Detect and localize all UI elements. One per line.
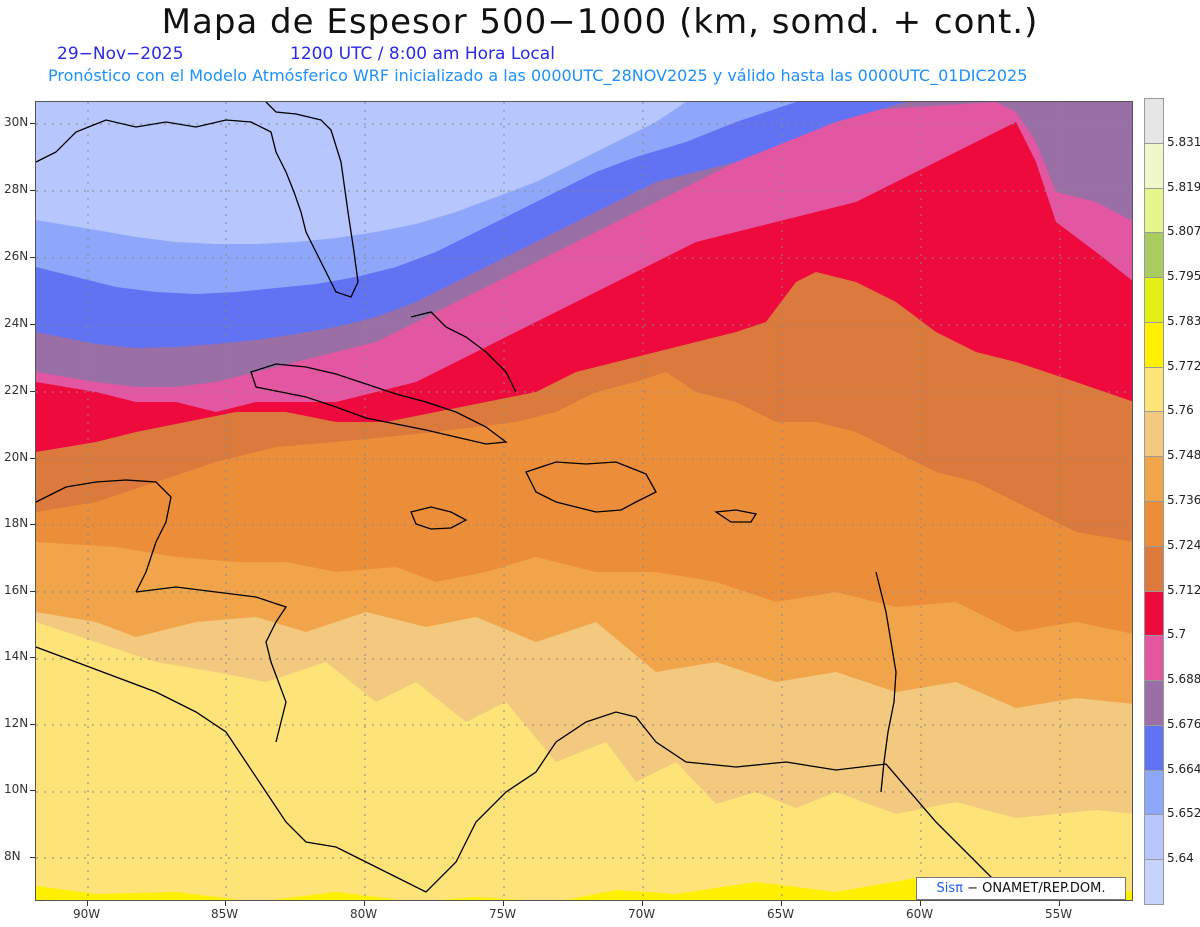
colorbar-label: 5.76	[1167, 403, 1194, 418]
lat-label: 30N	[4, 115, 29, 129]
lat-tick	[30, 190, 35, 191]
lat-label: 8N	[4, 849, 21, 863]
colorbar-label: 5.664	[1167, 761, 1200, 776]
yucatan-coast	[36, 479, 172, 593]
colorbar-cell	[1144, 411, 1164, 458]
lesser-antilles	[875, 571, 897, 793]
colorbar-label: 5.724	[1167, 537, 1200, 552]
colorbar-label: 5.676	[1167, 716, 1200, 731]
lat-tick	[30, 857, 35, 858]
lat-label: 28N	[4, 182, 29, 196]
lon-tick	[781, 901, 782, 906]
central-america-coast	[36, 646, 427, 893]
lon-label: 90W	[73, 907, 101, 921]
lon-tick	[364, 901, 365, 906]
colorbar-cell	[1144, 724, 1164, 771]
lon-label: 60W	[906, 907, 934, 921]
sispi-logo: Sisπ	[936, 881, 963, 896]
thickness-map[interactable]	[35, 101, 1133, 901]
puerto-rico-coast	[714, 509, 758, 523]
bahamas	[410, 311, 517, 393]
lon-tick	[642, 901, 643, 906]
lat-tick	[30, 123, 35, 124]
lon-tick	[503, 901, 504, 906]
lat-label: 20N	[4, 450, 29, 464]
lat-tick	[30, 257, 35, 258]
colorbar-label: 5.7	[1167, 627, 1187, 642]
colorbar-label: 5.807	[1167, 224, 1200, 239]
cuba-coast	[250, 363, 508, 445]
lon-label: 70W	[628, 907, 656, 921]
coastlines	[36, 102, 1015, 900]
lon-tick	[920, 901, 921, 906]
colorbar-cell	[1144, 232, 1164, 279]
lat-tick	[30, 591, 35, 592]
colorbar-label: 5.772	[1167, 358, 1200, 373]
lon-label: 75W	[489, 907, 517, 921]
south-america-coast	[425, 711, 1015, 900]
map-canvas	[36, 102, 1132, 900]
lat-label: 16N	[4, 583, 29, 597]
colorbar-label: 5.831	[1167, 134, 1200, 149]
lat-tick	[30, 790, 35, 791]
colorbar-cell	[1144, 456, 1164, 502]
colorbar-label: 5.712	[1167, 582, 1200, 597]
lon-tick	[1059, 901, 1060, 906]
colorbar-label: 5.783	[1167, 313, 1200, 328]
colorbar-label: 5.748	[1167, 448, 1200, 463]
colorbar-cell	[1144, 277, 1164, 323]
colorbar-label: 5.64	[1167, 851, 1194, 866]
colorbar-cell	[1144, 590, 1164, 637]
hispaniola-coast	[525, 461, 657, 513]
colorbar-label: 5.688	[1167, 672, 1200, 687]
colorbar-cell	[1144, 859, 1164, 905]
lat-label: 22N	[4, 383, 29, 397]
lat-tick	[30, 391, 35, 392]
forecast-info: Pronóstico con el Modelo Atmósferico WRF…	[48, 66, 1028, 85]
lat-label: 14N	[4, 649, 29, 663]
colorbar-cell	[1144, 187, 1164, 234]
lat-label: 12N	[4, 716, 29, 730]
forecast-time: 1200 UTC / 8:00 am Hora Local	[290, 44, 555, 64]
credit-text: − ONAMET/REP.DOM.	[967, 881, 1106, 896]
florida-coast	[36, 102, 359, 298]
credit-box: Sisπ − ONAMET/REP.DOM.	[916, 877, 1126, 900]
lon-label: 55W	[1045, 907, 1073, 921]
colorbar-cell	[1144, 545, 1164, 592]
colorbar-cell	[1144, 635, 1164, 682]
lon-tick	[225, 901, 226, 906]
lat-tick	[30, 657, 35, 658]
jamaica-coast	[410, 506, 468, 530]
honduras-coast	[135, 586, 288, 743]
lat-label: 24N	[4, 316, 29, 330]
lat-tick	[30, 458, 35, 459]
colorbar-label: 5.736	[1167, 493, 1200, 507]
colorbar-label: 5.795	[1167, 269, 1200, 284]
lat-tick	[30, 324, 35, 325]
lat-tick	[30, 524, 35, 525]
colorbar-cell	[1144, 142, 1164, 189]
colorbar-cell	[1144, 501, 1164, 547]
lat-label: 26N	[4, 249, 29, 263]
lat-label: 18N	[4, 516, 29, 530]
lon-label: 80W	[350, 907, 378, 921]
colorbar-label: 5.652	[1167, 806, 1200, 821]
lon-label: 65W	[767, 907, 795, 921]
colorbar-cell	[1144, 680, 1164, 726]
colorbar-cell	[1144, 814, 1164, 861]
map-title: Mapa de Espesor 500−1000 (km, somd. + co…	[161, 2, 1039, 42]
band-5-64	[36, 102, 686, 244]
colorbar-cell	[1144, 769, 1164, 816]
colorbar	[1144, 98, 1164, 905]
graticule	[36, 102, 1132, 900]
forecast-date: 29−Nov−2025	[57, 44, 184, 64]
colorbar-label: 5.819	[1167, 179, 1200, 194]
colorbar-cell	[1144, 321, 1164, 368]
lat-label: 10N	[4, 782, 29, 796]
lon-tick	[87, 901, 88, 906]
lon-label: 85W	[211, 907, 239, 921]
colorbar-cell	[1144, 98, 1164, 144]
colorbar-cell	[1144, 366, 1164, 413]
lat-tick	[30, 724, 35, 725]
